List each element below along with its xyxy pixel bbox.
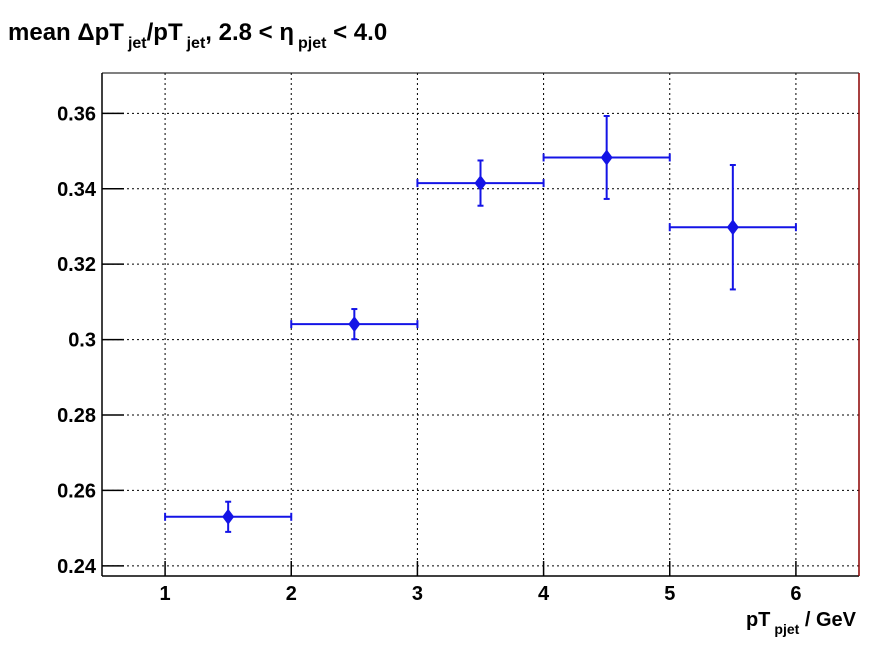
point-marker: [222, 508, 235, 525]
text-part: pT: [746, 609, 770, 631]
subscript: pjet: [298, 35, 327, 52]
subscript: pjet: [774, 621, 799, 637]
y-tick-label: 0.34: [57, 179, 97, 201]
text-part: /pT: [147, 19, 183, 46]
x-axis-label: pT pjet / GeV: [746, 609, 857, 637]
text-part: , 2.8 < η: [205, 19, 294, 46]
y-tick-label: 0.24: [57, 556, 97, 578]
x-tick-label: 6: [790, 583, 801, 605]
y-tick-label: 0.36: [57, 103, 96, 125]
y-tick-label: 0.28: [57, 405, 96, 427]
y-tick-label: 0.26: [57, 480, 96, 502]
text-part: / GeV: [799, 609, 856, 631]
subscript: jet: [186, 35, 206, 52]
point-marker: [474, 175, 487, 192]
point-marker: [348, 316, 361, 333]
x-tick-label: 2: [286, 583, 297, 605]
chart-title: mean ΔpT jet/pT jet, 2.8 < η pjet < 4.0: [8, 19, 387, 52]
plot-area: [102, 73, 859, 576]
point-marker: [600, 149, 613, 166]
x-tick-label: 5: [664, 583, 675, 605]
x-tick-label: 3: [412, 583, 423, 605]
y-tick-label: 0.32: [57, 254, 96, 276]
text-part: < 4.0: [326, 19, 387, 46]
y-tick-label: 0.3: [68, 330, 96, 352]
x-tick-label: 4: [538, 583, 550, 605]
text-part: mean ΔpT: [8, 19, 124, 46]
subscript: jet: [127, 35, 147, 52]
x-tick-label: 1: [160, 583, 171, 605]
point-marker: [726, 219, 739, 236]
